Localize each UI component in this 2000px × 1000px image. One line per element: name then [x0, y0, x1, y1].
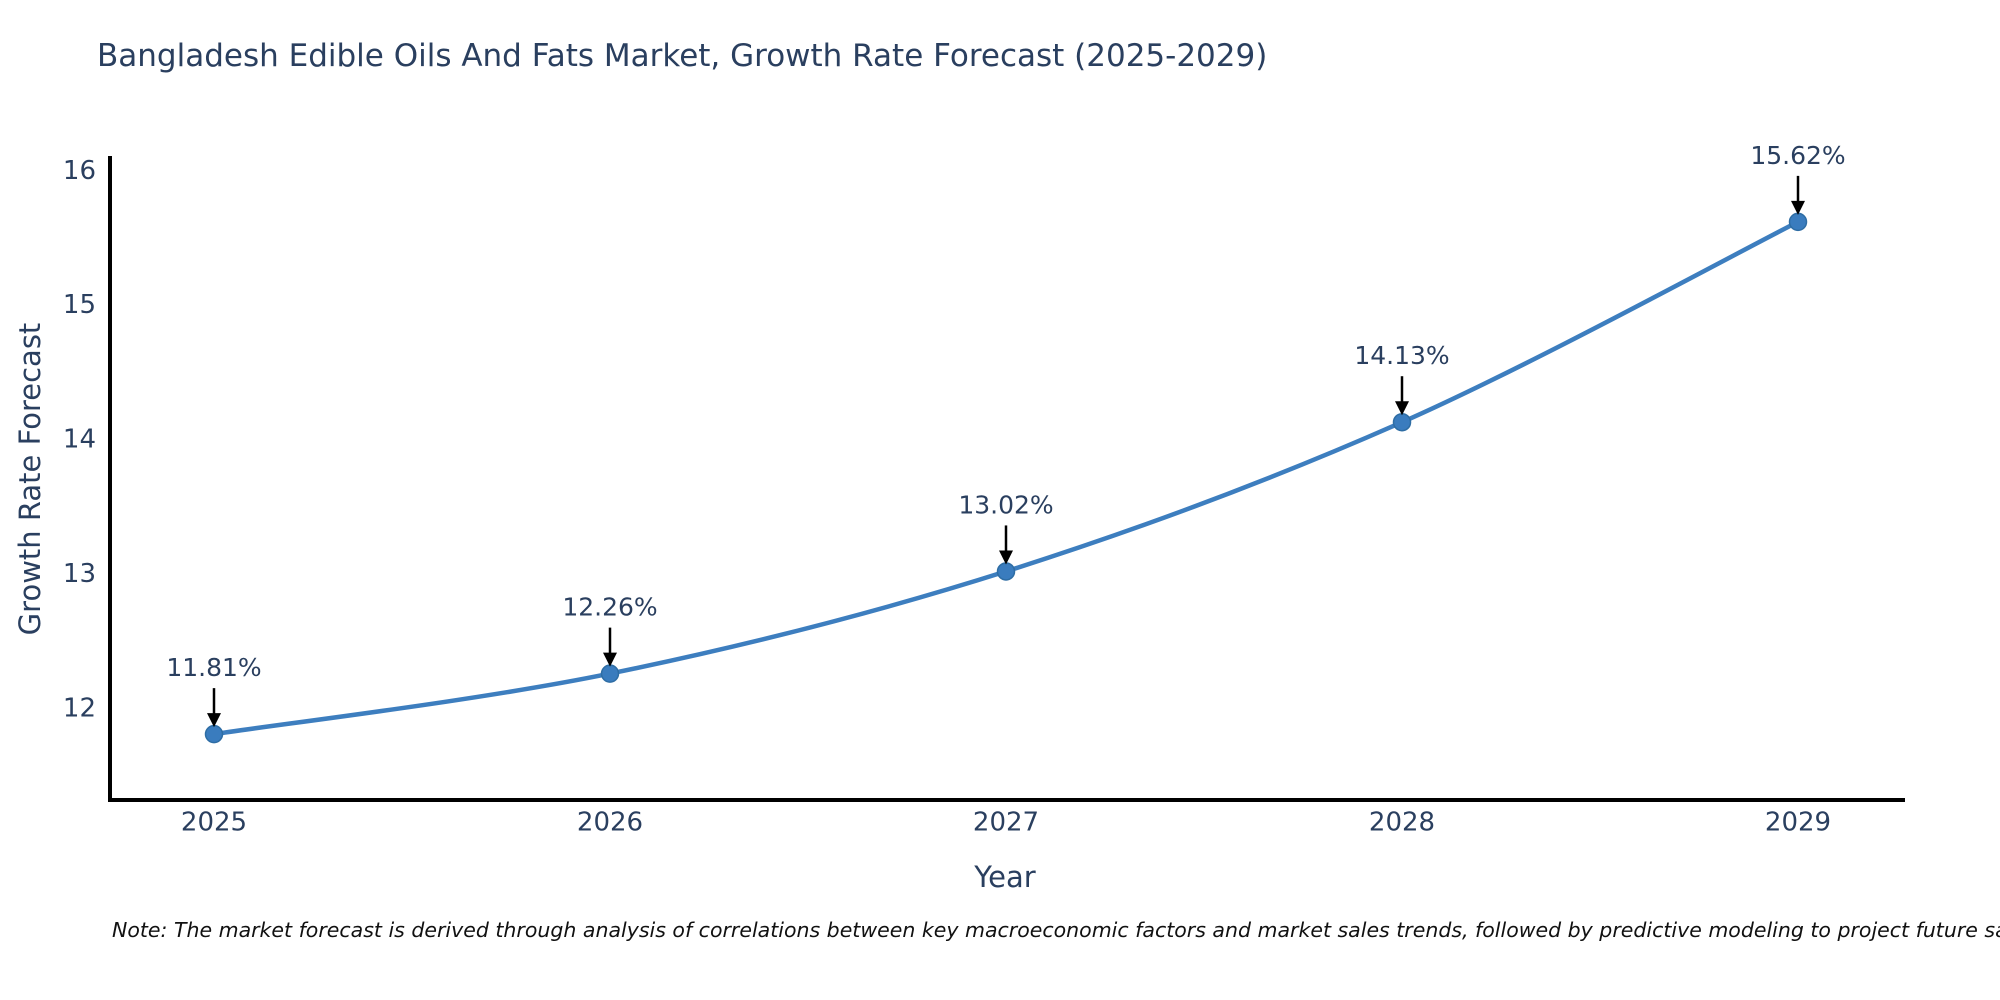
- data-point-marker: [996, 562, 1016, 581]
- data-point-label: 14.13%: [1354, 341, 1449, 370]
- data-point-label: 11.81%: [166, 653, 261, 682]
- x-axis-title: Year: [974, 860, 1036, 894]
- data-point-marker: [600, 664, 620, 683]
- annotation-arrow-head: [1395, 401, 1409, 416]
- annotation-arrow-head: [207, 713, 221, 728]
- data-point-label: 15.62%: [1750, 141, 1845, 170]
- data-point-marker: [1392, 412, 1412, 432]
- annotation-arrow-head: [1791, 200, 1805, 215]
- data-point-label: 12.26%: [562, 593, 657, 622]
- x-tick-label: 2027: [973, 807, 1039, 837]
- y-tick-label: 13: [63, 559, 96, 589]
- x-tick-label: 2025: [181, 807, 247, 837]
- chart-title: Bangladesh Edible Oils And Fats Market, …: [97, 38, 1268, 74]
- data-point-marker: [1788, 212, 1808, 232]
- data-point-label: 13.02%: [958, 490, 1053, 519]
- x-tick-label: 2026: [577, 807, 643, 837]
- footnote: Note: The market forecast is derived thr…: [112, 918, 2000, 942]
- forecast-line: [211, 219, 1801, 737]
- y-tick-label: 12: [63, 694, 96, 724]
- y-tick-label: 15: [63, 290, 96, 320]
- annotation-arrow-head: [603, 652, 617, 667]
- y-tick-label: 14: [63, 425, 96, 455]
- x-tick-label: 2029: [1765, 807, 1831, 837]
- data-point-marker: [204, 724, 224, 744]
- x-tick-label: 2028: [1369, 807, 1435, 837]
- y-tick-label: 16: [63, 156, 96, 186]
- annotation-arrow-head: [999, 550, 1013, 565]
